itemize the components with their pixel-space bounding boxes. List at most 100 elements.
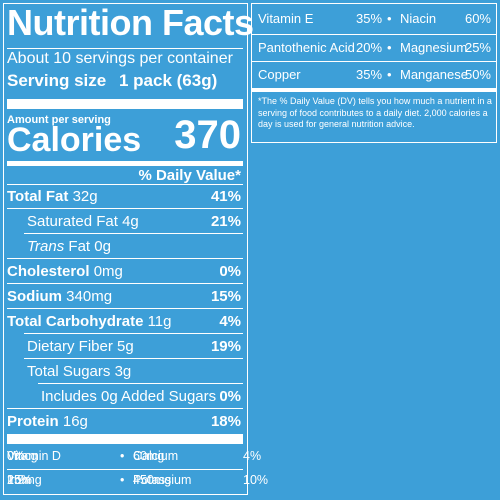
bullet: • xyxy=(120,449,125,463)
nutrient-name: Trans xyxy=(27,238,65,255)
divider xyxy=(7,308,243,309)
vitamin-row: Pantothenic Acid 20% • Magnesium 25% xyxy=(252,37,496,59)
vitamin-name: Manganese xyxy=(400,67,468,82)
serving-size-value: 1 pack (63g) xyxy=(119,71,218,90)
vitamin-amount: 450mg xyxy=(133,473,172,487)
nutrient-row-added-sugars: Includes 0g Added Sugars 0% xyxy=(7,385,243,407)
nutrient-name: Total Sugars xyxy=(27,363,111,380)
vitamin-name: Pantothenic Acid xyxy=(258,40,355,55)
nutrient-name: Saturated Fat xyxy=(27,213,118,230)
daily-value-header: % Daily Value* xyxy=(138,167,241,184)
vitamin-pct: 35% xyxy=(356,11,383,26)
vitamin-name: Niacin xyxy=(400,11,437,26)
nutrient-pct: 41% xyxy=(210,188,241,205)
divider xyxy=(7,469,243,470)
vitamin-row: Vitamin E 35% • Niacin 60% xyxy=(252,8,496,30)
nutrient-row-total-carbohydrate: Total Carbohydrate 11g 4% xyxy=(7,310,243,332)
nutrient-name: Sodium xyxy=(7,288,62,305)
divider xyxy=(24,333,243,334)
nutrient-row-saturated-fat: Saturated Fat 4g 21% xyxy=(7,210,243,232)
nutrient-row-protein: Protein 16g 18% xyxy=(7,410,243,432)
vitamin-name: Vitamin D xyxy=(7,449,61,463)
nutrient-pct: 19% xyxy=(210,338,241,355)
vitamin-row: Copper 35% • Manganese 50% xyxy=(252,64,496,86)
vitamin-pct: 35% xyxy=(356,67,383,82)
divider xyxy=(7,184,243,185)
nutrient-name: Total Carbohydrate xyxy=(7,313,144,330)
nutrient-row-trans-fat: Trans Fat 0g xyxy=(7,235,243,257)
nutrient-pct: 21% xyxy=(210,213,241,230)
vitamin-name: Calcium xyxy=(133,449,179,463)
divider xyxy=(7,208,243,209)
nutrient-amount: 3g xyxy=(114,363,132,380)
thick-divider xyxy=(252,88,496,92)
vitamin-amount: 2.9mg xyxy=(7,473,42,487)
vitamin-name: Magnesium xyxy=(400,40,468,55)
nutrient-row-total-fat: Total Fat 32g 41% xyxy=(7,185,243,207)
additional-vitamins-panel: Vitamin E 35% • Niacin 60% Pantothenic A… xyxy=(251,3,497,143)
nutrient-suffix: Fat xyxy=(68,238,91,255)
nutrient-row-dietary-fiber: Dietary Fiber 5g 19% xyxy=(7,335,243,357)
nutrient-pct: 15% xyxy=(210,288,241,305)
divider xyxy=(252,61,496,62)
bullet: • xyxy=(120,473,125,487)
amount-per-serving: Amount per serving xyxy=(7,114,111,126)
bullet: • xyxy=(387,40,392,55)
nutrient-row-sodium: Sodium 340mg 15% xyxy=(7,285,243,307)
divider xyxy=(38,383,243,384)
vitamin-name: Potassium xyxy=(133,473,192,487)
divider xyxy=(24,358,243,359)
bullet: • xyxy=(387,11,392,26)
divider xyxy=(24,233,243,234)
vitamin-name: Iron xyxy=(7,473,29,487)
serving-size: Serving size 1 pack (63g) xyxy=(7,71,217,91)
nutrient-name: Dietary Fiber xyxy=(27,338,113,355)
vitamin-pct: 50% xyxy=(464,67,491,82)
bullet: • xyxy=(387,67,392,82)
nutrient-amount: 11g xyxy=(147,313,172,330)
vitamin-amount: 0mcg xyxy=(7,449,38,463)
nutrient-row-total-sugars: Total Sugars 3g xyxy=(7,360,243,382)
divider xyxy=(7,258,243,259)
nutrient-amount: 340mg xyxy=(66,288,113,305)
vitamin-pct: 20% xyxy=(356,40,383,55)
nutrient-amount: 0mg xyxy=(93,263,123,280)
nutrition-facts-title: Nutrition Facts xyxy=(7,2,254,43)
divider xyxy=(252,34,496,35)
nutrient-name: Includes 0g Added Sugars xyxy=(41,388,217,405)
nutrient-name: Total Fat xyxy=(7,188,69,205)
vitamin-pct: 0% xyxy=(7,449,26,463)
vitamin-pct: 25% xyxy=(464,40,491,55)
nutrient-pct: 4% xyxy=(219,313,241,330)
nutrient-name: Cholesterol xyxy=(7,263,90,280)
nutrient-amount: 16g xyxy=(62,413,88,430)
nutrient-amount: 0g xyxy=(94,238,111,255)
nutrition-facts-panel: Nutrition Facts About 10 servings per co… xyxy=(3,2,268,495)
nutrient-amount: 5g xyxy=(117,338,134,355)
nutrient-row-cholesterol: Cholesterol 0mg 0% xyxy=(7,260,243,282)
vitamin-pct: 4% xyxy=(243,449,262,463)
vitamin-pct: 10% xyxy=(243,473,269,487)
serving-size-label: Serving size xyxy=(7,71,107,90)
nutrient-name: Protein xyxy=(7,413,59,430)
vitamin-pct: 15% xyxy=(7,473,33,487)
servings-per-container: About 10 servings per container xyxy=(7,50,233,67)
calories-value: 370 xyxy=(174,113,241,157)
thick-divider xyxy=(7,434,243,444)
nutrient-pct: 18% xyxy=(210,413,241,430)
vitamin-pct: 60% xyxy=(464,11,491,26)
thick-divider xyxy=(7,99,243,109)
medium-divider xyxy=(7,161,243,166)
nutrient-amount: 4g xyxy=(122,213,139,230)
vitamin-name: Vitamin E xyxy=(258,11,314,26)
daily-value-footnote: *The % Daily Value (DV) tells you how mu… xyxy=(258,96,492,129)
vitamin-name: Copper xyxy=(258,67,301,82)
divider xyxy=(7,283,243,284)
nutrient-pct: 0% xyxy=(219,388,241,405)
divider xyxy=(7,408,243,409)
vitamin-amount: 60mg xyxy=(133,449,165,463)
calories-label: Calories xyxy=(7,121,142,159)
nutrient-amount: 32g xyxy=(72,188,98,205)
nutrient-pct: 0% xyxy=(219,263,241,280)
divider xyxy=(7,48,243,49)
